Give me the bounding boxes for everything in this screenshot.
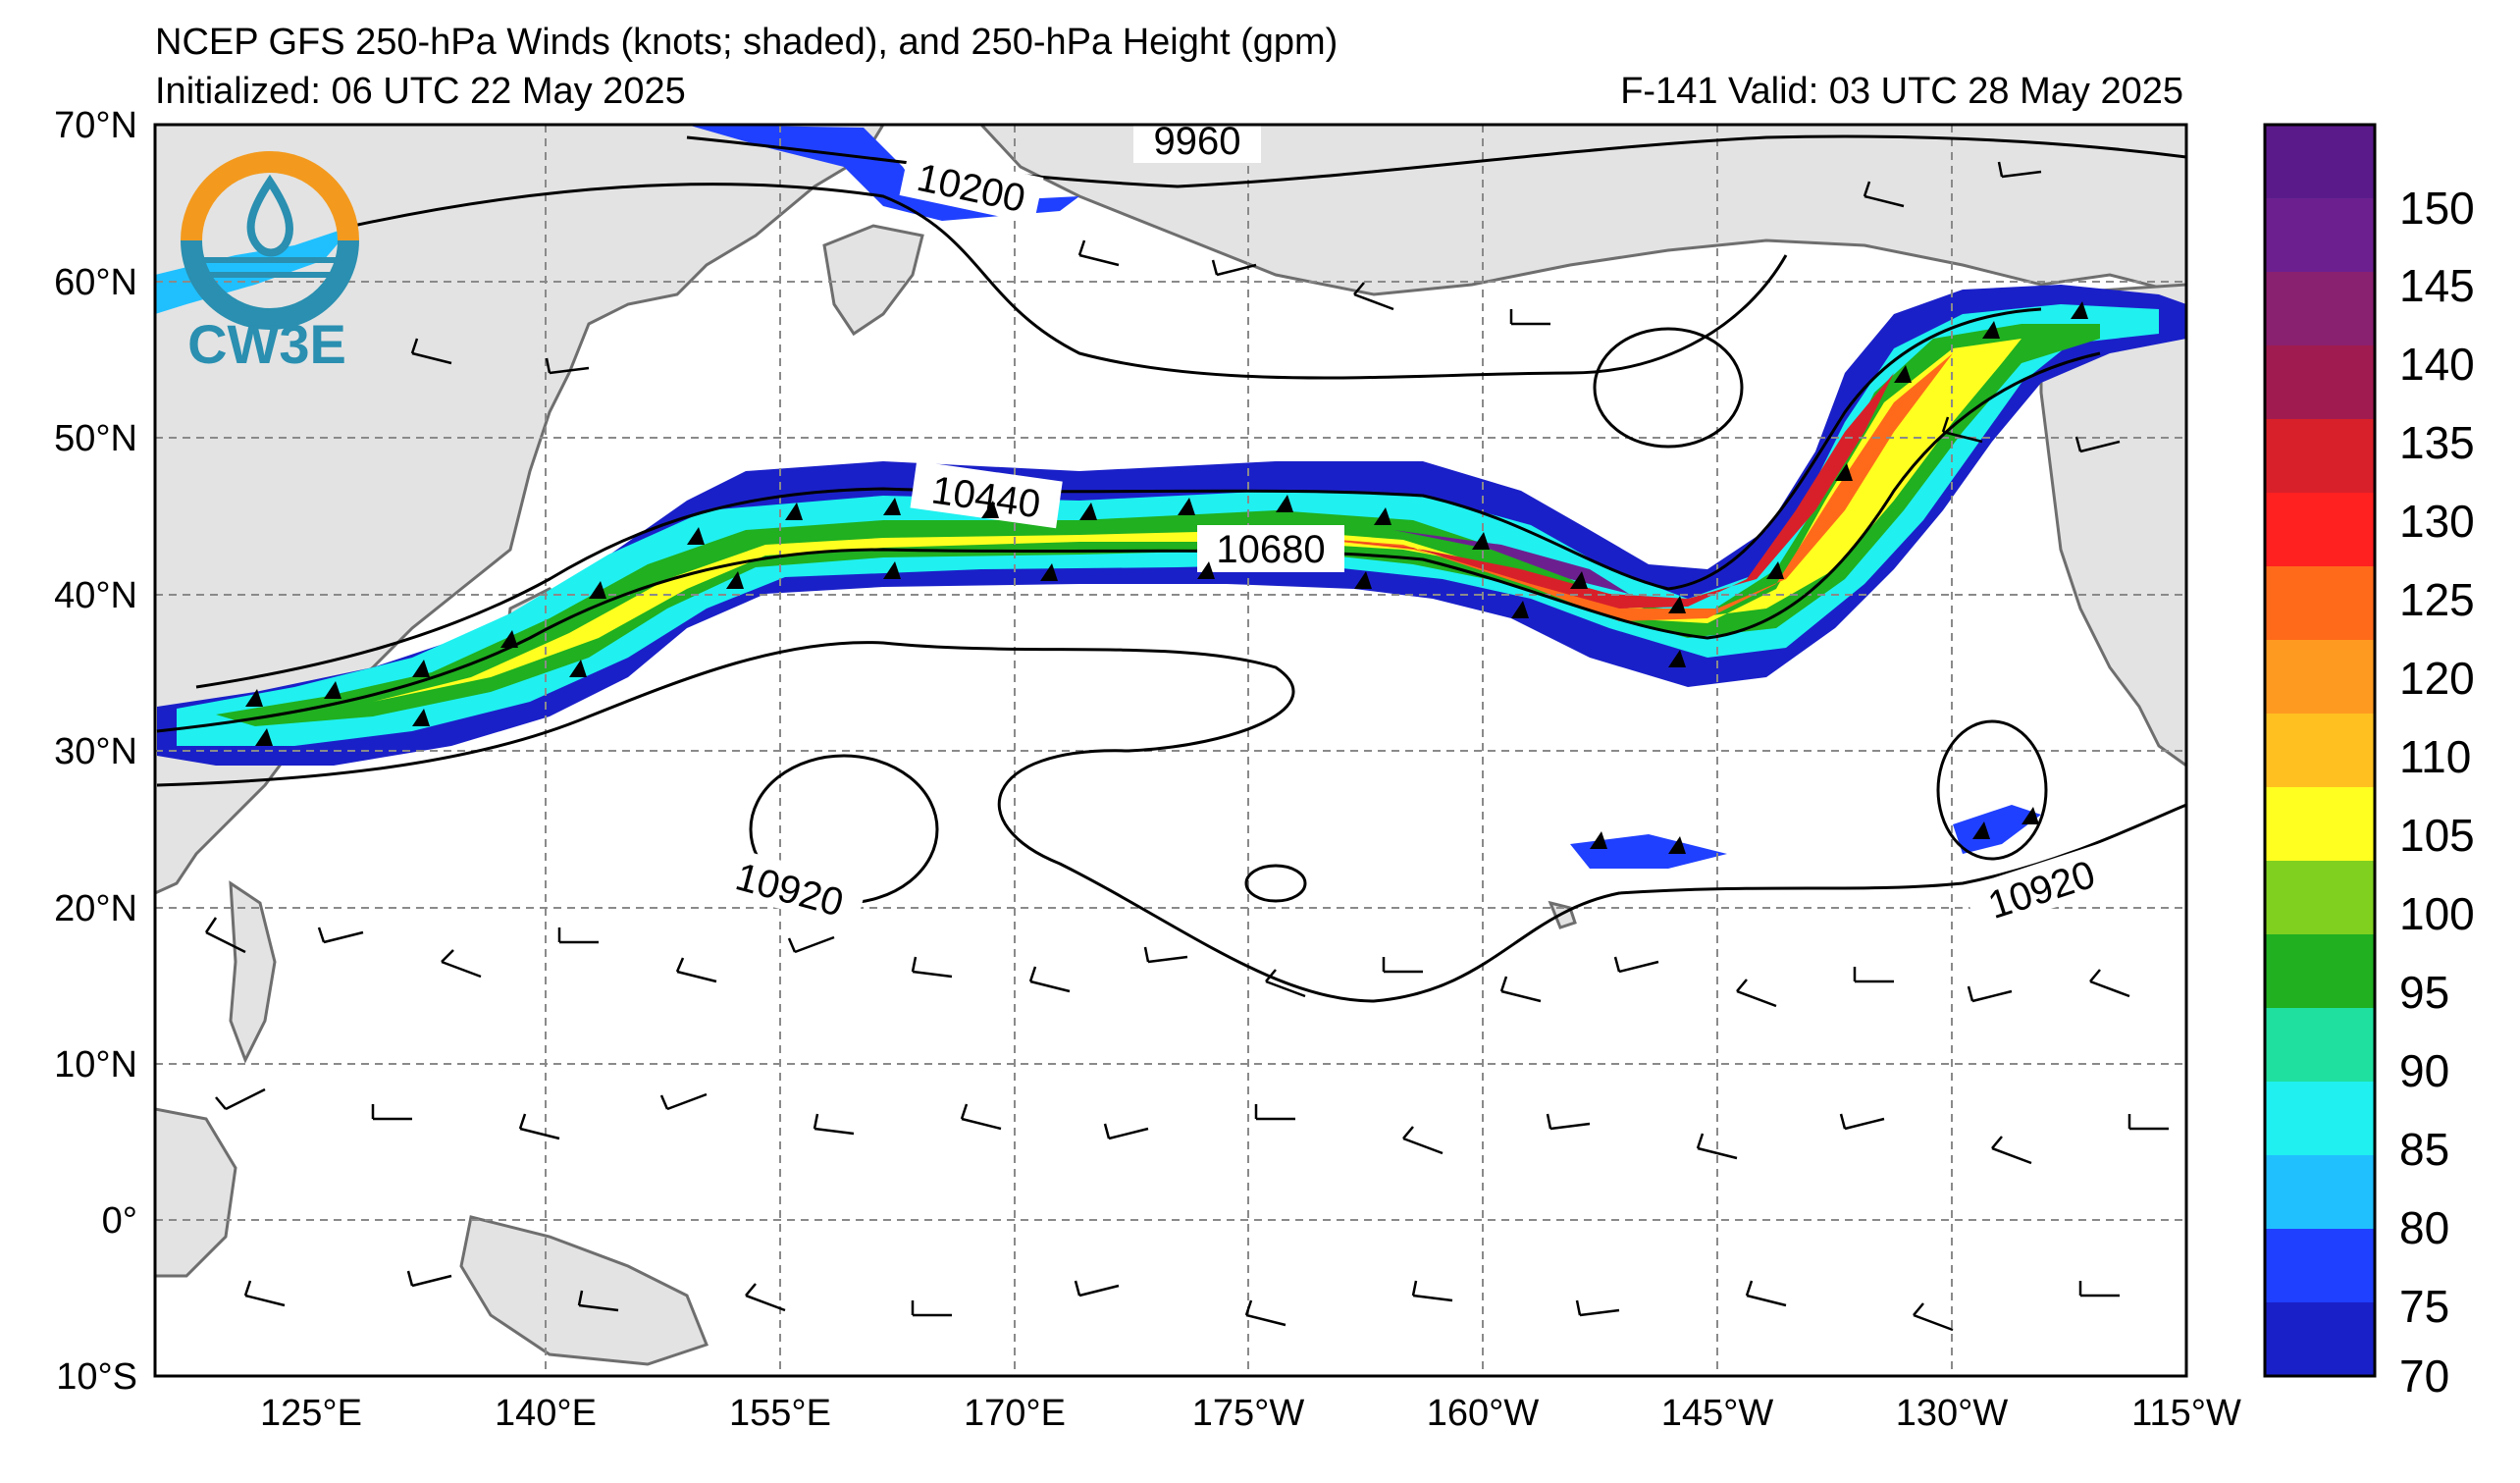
land-masses (155, 125, 2186, 1366)
colorbar-swatch (2265, 198, 2375, 273)
cbar-label-150: 150 (2399, 183, 2475, 234)
new-guinea (459, 1215, 709, 1366)
initialized-time: Initialized: 06 UTC 22 May 2025 (155, 71, 686, 112)
lat-label-20n: 20°N (54, 888, 137, 929)
wind-barbs (204, 161, 2169, 1332)
lat-label-60n: 60°N (54, 262, 137, 303)
colorbar-swatches (2265, 125, 2375, 1377)
colorbar-swatch (2265, 714, 2375, 788)
cbar-label-100: 100 (2399, 888, 2475, 939)
contour-label-group: 9960 10200 10440 10680 10920 10920 (712, 120, 2119, 933)
colorbar-swatch (2265, 640, 2375, 715)
wind-100kt-band (216, 324, 2100, 726)
colorbar-swatch (2265, 345, 2375, 420)
contour-10200 (352, 183, 1788, 380)
colorbar-swatch (2265, 934, 2375, 1009)
contour-10920 (156, 641, 2186, 1003)
lon-label-140e: 140°E (495, 1393, 597, 1434)
lat-label-30n: 30°N (54, 731, 137, 772)
map-panel: 9960 10200 10440 10680 10920 10920 (155, 120, 2186, 1376)
colorbar-swatch (2265, 1155, 2375, 1230)
cbar-label-75: 75 (2399, 1281, 2449, 1332)
latitude-labels: 70°N 60°N 50°N 40°N 30°N 20°N 10°N 0° 10… (54, 105, 137, 1398)
lat-label-10n: 10°N (54, 1044, 137, 1086)
contour-label-9960: 9960 (1154, 120, 1241, 163)
colorbar-swatch (2265, 125, 2375, 199)
lon-label-130w: 130°W (1896, 1393, 2009, 1434)
lat-label-40n: 40°N (54, 575, 137, 616)
cbar-label-105: 105 (2399, 810, 2475, 861)
cbar-label-90: 90 (2399, 1045, 2449, 1096)
colorbar: 150 145 140 135 130 125 120 110 105 100 … (2263, 123, 2475, 1402)
colorbar-swatch (2265, 272, 2375, 346)
lon-label-155e: 155°E (729, 1393, 831, 1434)
colorbar-swatch (2265, 493, 2375, 567)
map-frame (153, 123, 2188, 1378)
contour-high-small (1244, 864, 1307, 903)
colorbar-swatch (2265, 1008, 2375, 1083)
borneo (155, 1107, 237, 1278)
lon-label-160w: 160°W (1427, 1393, 1540, 1434)
lat-label-50n: 50°N (54, 418, 137, 459)
longitude-labels: 125°E 140°E 155°E 170°E 175°W 160°W 145°… (260, 1393, 2241, 1434)
jet-barb-flags (245, 301, 2088, 854)
asia-land (155, 125, 885, 895)
philippines (229, 880, 277, 1064)
colorbar-swatch (2265, 1082, 2375, 1156)
north-america-west (2039, 283, 2186, 768)
barb-field-tropics (204, 917, 2169, 1332)
logo-text: CW3E (187, 313, 346, 375)
cbar-label-145: 145 (2399, 260, 2475, 311)
lon-label-175w: 175°W (1192, 1393, 1305, 1434)
cbar-label-120: 120 (2399, 653, 2475, 704)
colorbar-swatch (2265, 861, 2375, 935)
lat-label-70n: 70°N (54, 105, 137, 146)
cbar-label-80: 80 (2399, 1202, 2449, 1253)
logo-arc-teal (181, 239, 359, 330)
cbar-label-140: 140 (2399, 339, 2475, 390)
cbar-label-130: 130 (2399, 496, 2475, 547)
cbar-label-135: 135 (2399, 417, 2475, 468)
contour-low-alaska (1593, 327, 1744, 449)
lon-label-115w: 115°W (2131, 1393, 2241, 1434)
colorbar-swatch (2265, 1229, 2375, 1303)
lon-label-125e: 125°E (260, 1393, 362, 1434)
map-title: NCEP GFS 250-hPa Winds (knots; shaded), … (155, 22, 1339, 63)
cbar-label-85: 85 (2399, 1124, 2449, 1175)
cbar-label-70: 70 (2399, 1351, 2449, 1402)
lon-label-170e: 170°E (964, 1393, 1066, 1434)
barb-field-north (410, 161, 2121, 453)
logo-arc-orange (181, 151, 359, 241)
cw3e-logo: CW3E (181, 151, 359, 375)
cbar-label-95: 95 (2399, 967, 2449, 1018)
colorbar-swatch (2265, 566, 2375, 641)
graticule (155, 125, 2186, 1376)
wind-150kt-band (1393, 530, 1629, 594)
lat-label-0: 0° (102, 1200, 137, 1242)
contour-high-east (1936, 719, 2048, 861)
cbar-label-110: 110 (2399, 731, 2471, 782)
raindrop-icon (246, 174, 293, 257)
colorbar-labels: 150 145 140 135 130 125 120 110 105 100 … (2399, 183, 2475, 1402)
cbar-label-125: 125 (2399, 574, 2475, 625)
wind-sub-jet-2 (1953, 805, 2041, 854)
kamchatka (822, 224, 924, 337)
lon-label-145w: 145°W (1661, 1393, 1774, 1434)
colorbar-swatch (2265, 419, 2375, 494)
contour-label-10680: 10680 (1216, 528, 1325, 571)
contour-10440 (195, 307, 2042, 689)
colorbar-swatch (2265, 787, 2375, 862)
wind-sub-jet (1570, 834, 1727, 869)
valid-time: F-141 Valid: 03 UTC 28 May 2025 (1620, 71, 2183, 112)
colorbar-swatch (2265, 1302, 2375, 1377)
lat-label-10s: 10°S (56, 1356, 137, 1398)
